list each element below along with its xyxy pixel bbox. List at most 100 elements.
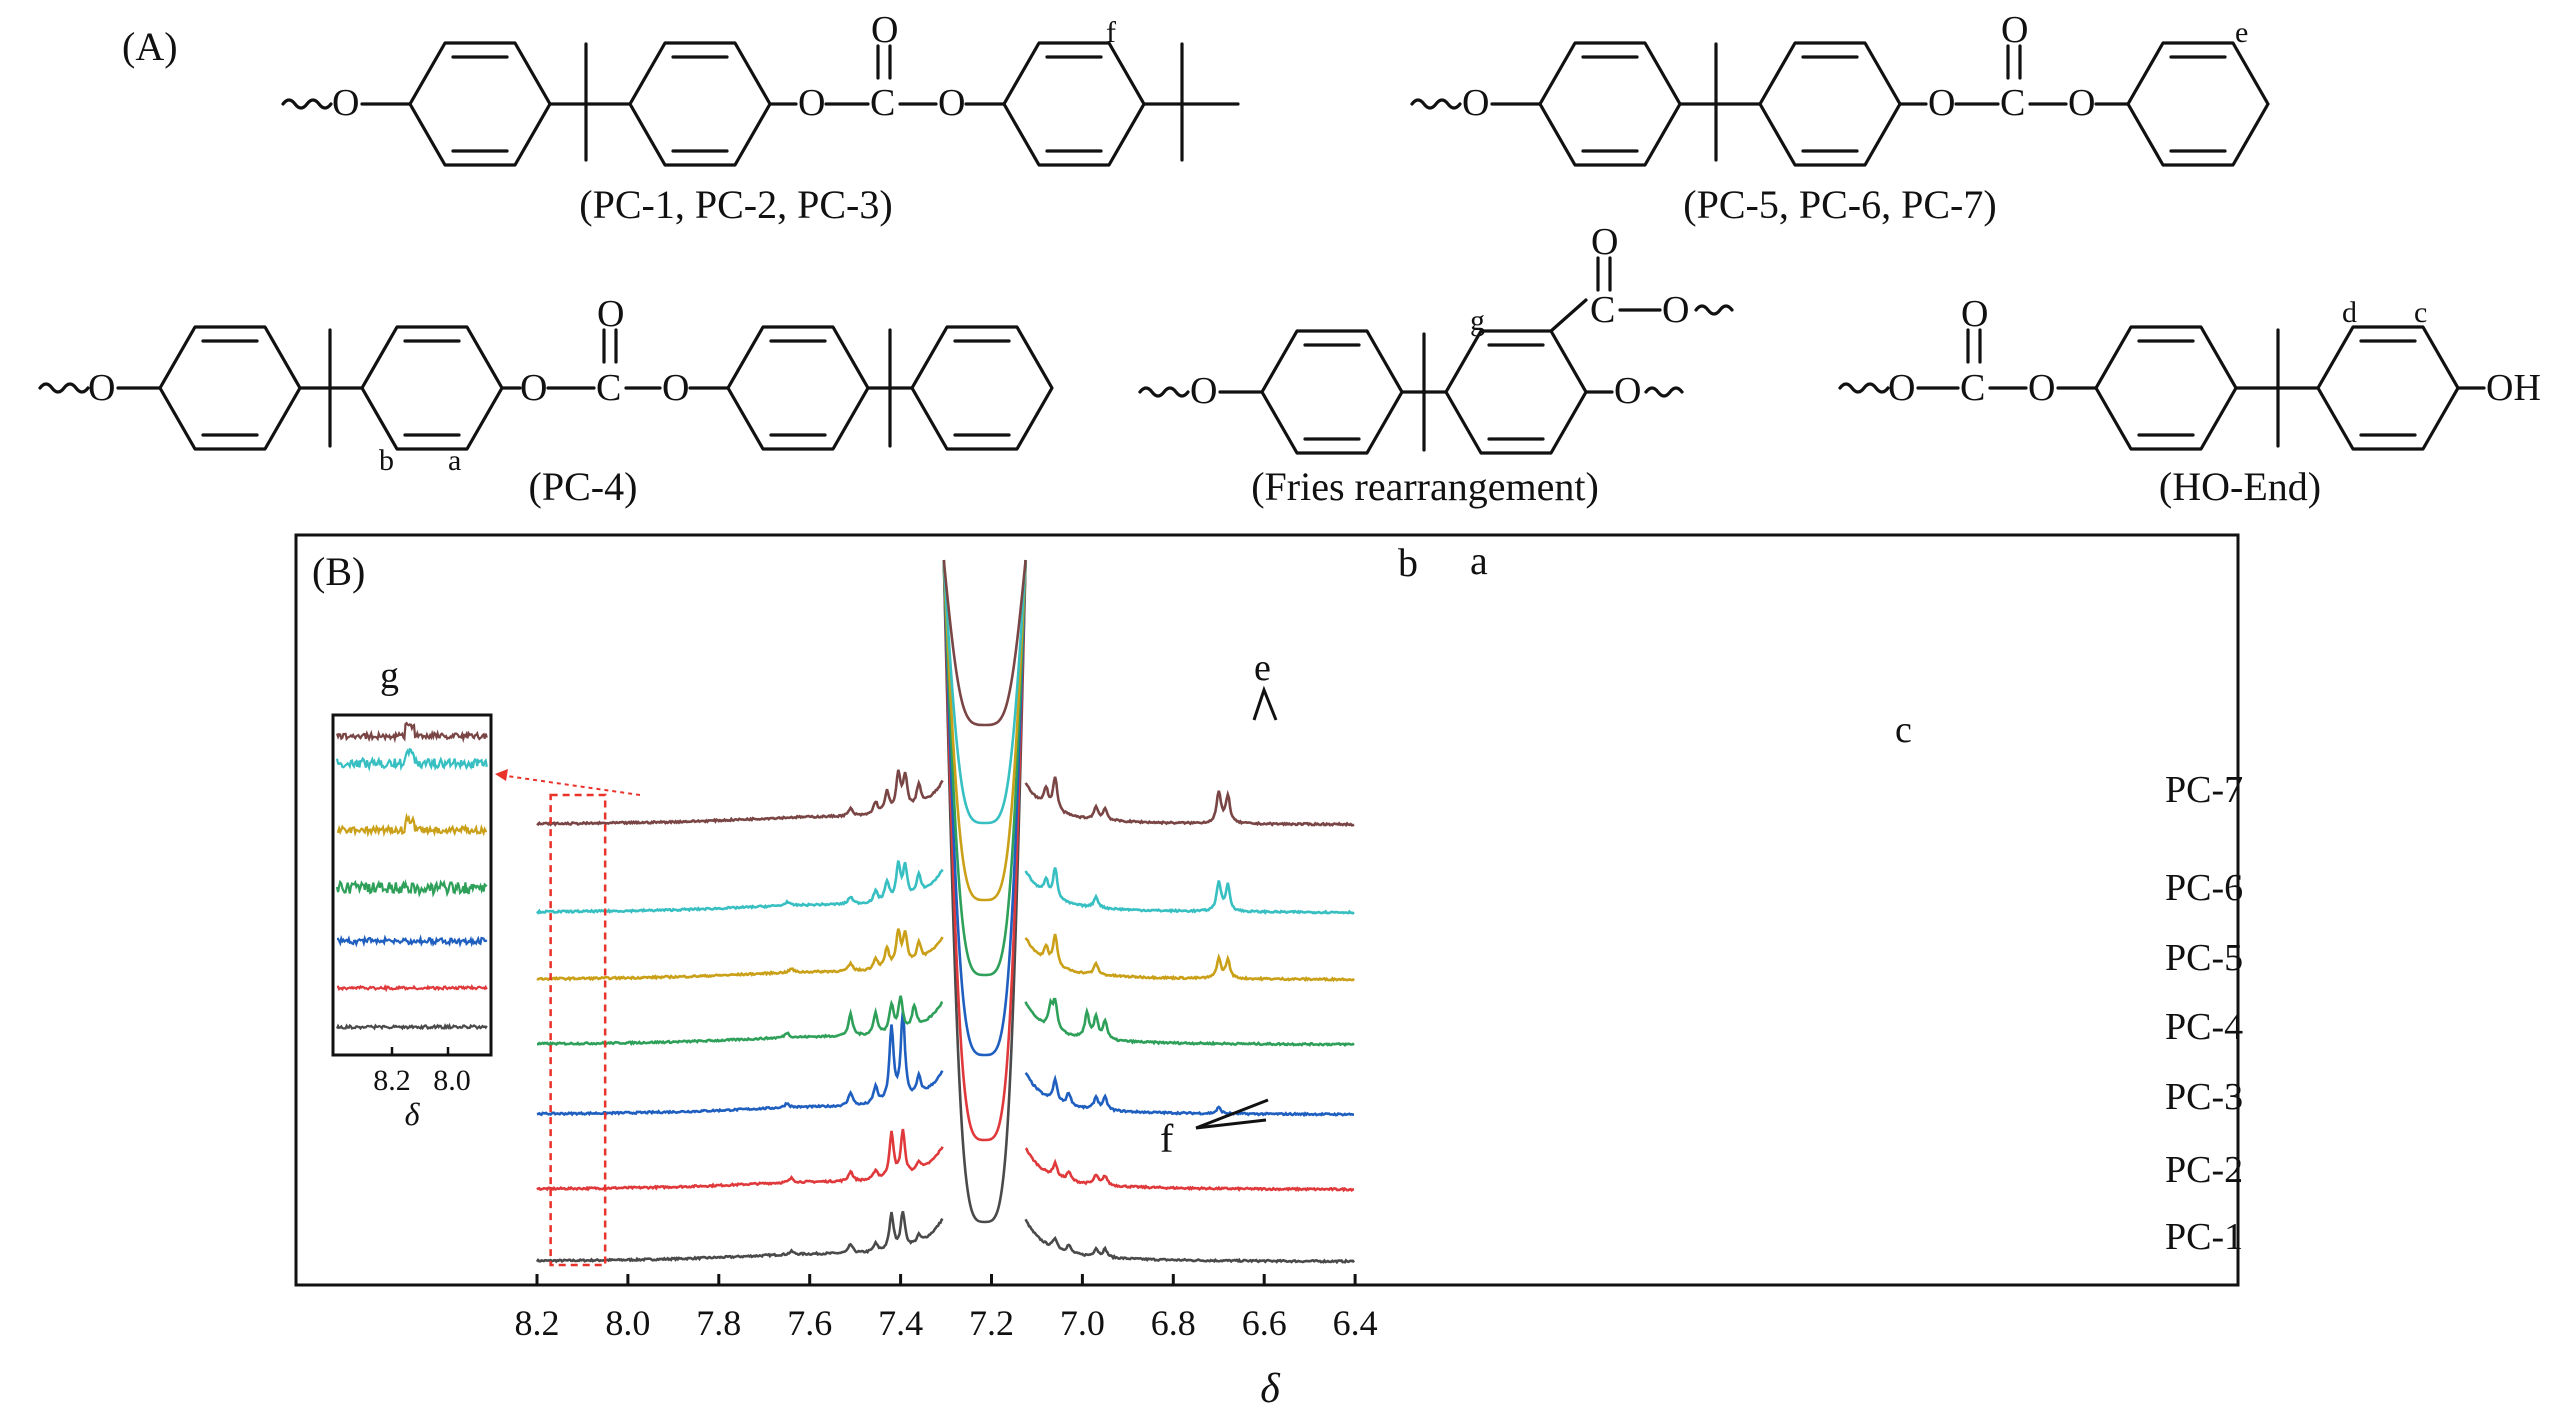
- inset-trace-pc-5: [336, 812, 487, 838]
- ester-o-1: O: [1928, 82, 1955, 124]
- x-tick-label: 6.8: [1151, 1303, 1196, 1343]
- highlight-arrowhead: [495, 769, 508, 781]
- proton-f-label: f: [1106, 16, 1116, 49]
- x-tick-label: 7.2: [969, 1303, 1014, 1343]
- structure-pc4: O b a O C O O (PC-4): [38, 293, 1054, 509]
- x-axis: 8.2 8.0 7.8 7.6 7.4 7.2 7.0 6.8 6.6 6.4: [515, 1274, 1378, 1343]
- inset-trace-pc-3: [336, 934, 488, 948]
- panel-a-label: (A): [122, 24, 178, 69]
- atom-o: O: [1190, 370, 1217, 412]
- inset-tick-label: 8.2: [373, 1064, 411, 1097]
- caption-hoend: (HO-End): [2159, 464, 2321, 509]
- peak-pointer-f2: [1195, 1118, 1267, 1130]
- carbonyl-c: C: [596, 367, 621, 409]
- peak-pointer-e: [1252, 685, 1278, 721]
- highlight-box: [549, 793, 607, 1267]
- caption-pc123: (PC-1, PC-2, PC-3): [579, 182, 892, 227]
- x-tick-label: 6.6: [1242, 1303, 1287, 1343]
- structure-pc123: O O C O O f (PC-1, PC-2, PC-3): [281, 9, 1240, 227]
- x-tick-label: 8.2: [515, 1303, 560, 1343]
- panel-b-label: (B): [312, 549, 365, 594]
- ester-o-2: O: [938, 82, 965, 124]
- spectrum-valley-pc-5: [942, 559, 1027, 902]
- carbonyl-c: C: [2000, 82, 2025, 124]
- structure-hoend: O C O O d c OH (HO-End): [1838, 293, 2541, 509]
- proton-c-label: c: [2414, 296, 2427, 329]
- legend-label-pc-6: PC-6: [2165, 867, 2243, 909]
- spectrum-valley-pc-7: [942, 559, 1027, 727]
- atom-o: O: [1888, 367, 1915, 409]
- carbonyl-o: O: [2001, 9, 2028, 51]
- inset-traces: [335, 721, 488, 1031]
- inset-xlabel: δ: [405, 1096, 421, 1132]
- inset-tick-label: 8.0: [433, 1064, 471, 1097]
- spectrum-pc-4: [537, 995, 1355, 1048]
- legend-label-pc-4: PC-4: [2165, 1006, 2243, 1048]
- spectrum-valley-pc-6: [942, 559, 1027, 825]
- x-axis-label: δ: [1260, 1366, 1281, 1412]
- peak-pointer-f1: [1195, 1098, 1269, 1130]
- x-tick-label: 7.4: [878, 1303, 923, 1343]
- ester-o-1: O: [520, 367, 547, 409]
- caption-pc4: (PC-4): [529, 464, 638, 509]
- carbonyl-c: C: [1960, 367, 1985, 409]
- proton-g-label: g: [1470, 304, 1485, 337]
- x-tick-label: 6.4: [1333, 1303, 1378, 1343]
- peak-label-a: a: [1470, 538, 1488, 583]
- spectrum-valley-pc-3: [942, 559, 1027, 1057]
- inset: g 8.2 8.0 δ: [331, 655, 493, 1132]
- proton-a-label: a: [448, 444, 461, 477]
- atom-o: O: [1462, 82, 1489, 124]
- legend-label-pc-5: PC-5: [2165, 937, 2243, 979]
- hydroxyl: OH: [2486, 367, 2541, 409]
- inset-trace-pc-7: [335, 721, 488, 744]
- proton-b-label: b: [379, 444, 394, 477]
- structure-pc567: O O C O O e (PC-5, PC-6, PC-7): [1410, 9, 2270, 227]
- spectrum-frame: [294, 533, 2240, 1287]
- legend-label-pc-2: PC-2: [2165, 1149, 2243, 1191]
- x-tick-label: 7.0: [1060, 1303, 1105, 1343]
- spectrum-pc-7: [536, 769, 1355, 828]
- spectrum-pc-5: [536, 928, 1355, 983]
- caption-fries: (Fries rearrangement): [1251, 464, 1599, 509]
- ester-o-2: O: [662, 367, 689, 409]
- carbonyl-o: O: [1961, 293, 1988, 335]
- structure-fries: O g C O O O (Fries rearrangement): [1138, 221, 1734, 509]
- x-tick-label: 7.8: [696, 1303, 741, 1343]
- proton-e-label: e: [2235, 16, 2248, 49]
- carbonyl-c: C: [870, 82, 895, 124]
- ester-o: O: [1662, 289, 1689, 331]
- atom-o: O: [332, 82, 359, 124]
- spectrum-pc-3: [536, 1011, 1354, 1118]
- peak-label-f: f: [1160, 1116, 1174, 1161]
- peak-label-e: e: [1254, 647, 1271, 689]
- ring-o: O: [1614, 370, 1641, 412]
- legend-label-pc-3: PC-3: [2165, 1076, 2243, 1118]
- peak-label-b: b: [1398, 540, 1418, 585]
- x-tick-label: 8.0: [605, 1303, 650, 1343]
- spectrum-pc-6: [535, 860, 1355, 916]
- inset-label-g: g: [380, 655, 399, 697]
- proton-d-label: d: [2342, 296, 2357, 329]
- inset-trace-pc-6: [335, 747, 488, 772]
- ester-o: O: [2028, 367, 2055, 409]
- carbonyl-c: C: [1590, 289, 1615, 331]
- atom-o: O: [88, 367, 115, 409]
- inset-trace-pc-2: [336, 983, 488, 993]
- spectrum-valley-pc-1: [942, 559, 1027, 1224]
- highlight-arrow: [499, 774, 641, 796]
- spectra-group: PC-1 PC-2 PC-3 PC-4 PC-5 PC-6 PC-7: [535, 559, 2243, 1265]
- legend-label-pc-7: PC-7: [2165, 769, 2243, 811]
- spectrum-valley-pc-2: [942, 559, 1027, 1142]
- spectrum-pc-2: [536, 1128, 1354, 1193]
- spectrum-pc-1: [535, 1210, 1356, 1265]
- inset-trace-pc-1: [335, 1022, 488, 1031]
- ester-o-2: O: [2068, 82, 2095, 124]
- x-tick-label: 7.6: [787, 1303, 832, 1343]
- carbonyl-o: O: [1591, 221, 1618, 263]
- inset-trace-pc-4: [335, 878, 488, 898]
- carbonyl-o: O: [871, 9, 898, 51]
- ester-o-1: O: [798, 82, 825, 124]
- carbonyl-o: O: [597, 293, 624, 335]
